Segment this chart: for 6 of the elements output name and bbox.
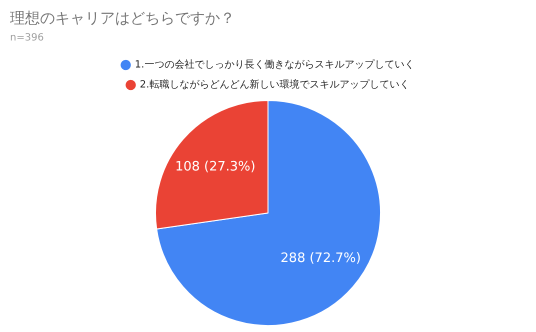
data-label: 288 (72.7%) — [280, 251, 361, 266]
chart-title: 理想のキャリアはどちらですか？ — [10, 8, 235, 27]
legend-label: 1.一つの会社でしっかり長く働きながらスキルアップしていく — [134, 58, 414, 71]
legend-label: 2.転職しながらどんどん新しい環境でスキルアップしていく — [140, 78, 410, 91]
data-label: 108 (27.3%) — [175, 160, 256, 175]
text: n=396 — [10, 32, 44, 44]
